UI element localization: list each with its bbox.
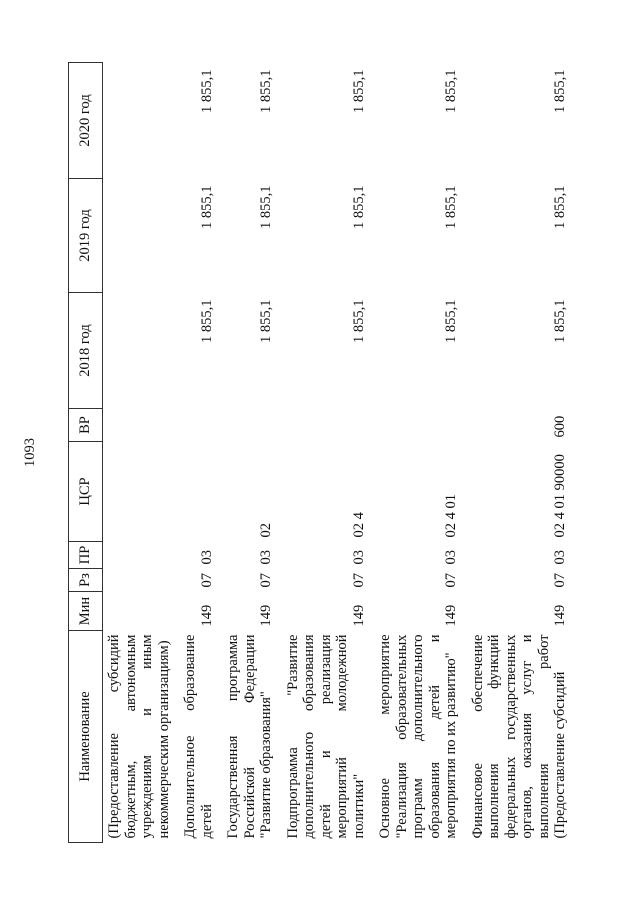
cell-min: 149 [443, 604, 459, 627]
cell-csr: 02 4 01 90000 [552, 454, 568, 538]
table-row: Основное мероприятие "Реализация образов… [374, 63, 467, 843]
cell-y2019: 1 855,1 [443, 185, 459, 230]
cell-vr: 600 [552, 415, 568, 438]
cell-y2018: 1 855,1 [552, 299, 568, 344]
cell-name: (Предоставление субсидий бюджетным, авто… [106, 634, 172, 839]
cell-min: 149 [552, 604, 568, 627]
cell-y2019: 1 855,1 [198, 185, 215, 230]
table-row: Финансовое обеспечение выполнения функци… [467, 63, 576, 843]
cell-csr [179, 442, 222, 542]
cell-y2019 [103, 179, 180, 293]
col-min: Мин [68, 591, 103, 631]
table-row: Подпрограмма "Развитие дополнительного о… [282, 63, 375, 843]
cell-y2020: 1 855,1 [198, 69, 215, 114]
cell-pr: 03 [198, 550, 215, 565]
cell-name: Дополнительное образование детей [182, 634, 215, 839]
cell-rz: 07 [552, 573, 568, 588]
cell-vr [222, 409, 282, 442]
cell-y2020: 1 855,1 [258, 69, 274, 114]
cell-min: 149 [198, 604, 215, 627]
cell-y2020: 1 855,1 [443, 69, 459, 114]
cell-pr: 03 [443, 550, 459, 565]
cell-y2018: 1 855,1 [198, 299, 215, 344]
col-csr: ЦСР [68, 441, 103, 542]
cell-y2019: 1 855,1 [350, 185, 367, 230]
cell-csr: 02 4 01 [443, 494, 459, 538]
col-pr: ПР [68, 541, 103, 569]
header-row: Наименование Мин Рз ПР ЦСР ВР 2018 год 2… [68, 62, 103, 843]
cell-rz [103, 569, 180, 592]
cell-min: 149 [350, 604, 367, 627]
cell-y2018 [103, 293, 180, 409]
cell-rz: 07 [198, 573, 215, 588]
col-2020: 2020 год [68, 62, 103, 179]
cell-vr [103, 409, 180, 442]
cell-y2020: 1 855,1 [552, 69, 568, 114]
cell-pr: 03 [552, 550, 568, 565]
cell-y2019: 1 855,1 [258, 185, 274, 230]
cell-name: Подпрограмма "Развитие дополнительного о… [284, 634, 367, 839]
col-2018: 2018 год [68, 292, 103, 409]
cell-rz: 07 [443, 573, 459, 588]
cell-pr [103, 542, 180, 569]
cell-vr [374, 409, 467, 442]
cell-rz: 07 [258, 573, 274, 588]
cell-y2018: 1 855,1 [350, 299, 367, 344]
cell-name: Основное мероприятие "Реализация образов… [377, 634, 459, 839]
cell-min [103, 592, 180, 631]
table-row: (Предоставление субсидий бюджетным, авто… [103, 63, 180, 843]
cell-y2018: 1 855,1 [443, 299, 459, 344]
col-2019: 2019 год [68, 178, 103, 293]
cell-csr: 02 4 [350, 512, 367, 538]
cell-pr: 03 [258, 550, 274, 565]
cell-csr [103, 442, 180, 542]
table-row: Государственная программа Российской Фед… [222, 63, 282, 843]
cell-name: Финансовое обеспечение выполнения функци… [469, 634, 569, 839]
page-number: 1093 [22, 438, 38, 467]
cell-pr: 03 [350, 550, 367, 565]
table-row: Дополнительное образование детей 149 07 03 1… [179, 63, 222, 843]
cell-csr: 02 [258, 523, 274, 538]
col-rz: Рз [68, 568, 103, 592]
cell-y2020: 1 855,1 [350, 69, 367, 114]
cell-min: 149 [258, 604, 274, 627]
cell-rz: 07 [350, 573, 367, 588]
cell-y2020 [103, 63, 180, 179]
cell-vr [282, 409, 375, 442]
col-name: Наименование [68, 630, 103, 843]
cell-name: Государственная программа Российской Фед… [225, 634, 274, 839]
col-vr: ВР [68, 408, 103, 442]
cell-y2018: 1 855,1 [258, 299, 274, 344]
budget-table: Наименование Мин Рз ПР ЦСР ВР 2018 год 2… [68, 62, 576, 843]
cell-vr [179, 409, 222, 442]
cell-y2019: 1 855,1 [552, 185, 568, 230]
